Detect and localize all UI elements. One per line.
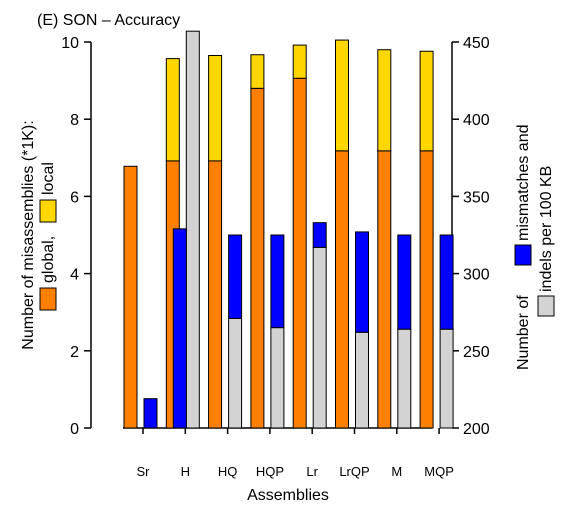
legend-label-local: local (40, 162, 57, 195)
x-tick-label-0: Sr (137, 464, 151, 479)
left-axis-label: Number of misassemblies (*1K): global, l… (20, 120, 57, 349)
bar-indels-HQP (270, 327, 285, 429)
left-tick-label-4: 8 (70, 112, 79, 129)
bar-local-H (165, 58, 180, 162)
right-tick-label-0: 200 (463, 421, 490, 438)
right-axis-label: Number of mismatches and indels per 100 … (514, 125, 555, 370)
left-tick-label-3: 6 (70, 189, 79, 206)
x-tick-label-5: LrQP (339, 464, 369, 479)
bar-indels-Lr (312, 246, 327, 429)
bar-global-HQP (250, 87, 265, 429)
x-tick-label-6: M (391, 464, 402, 479)
left-tick-label-2: 4 (70, 267, 79, 284)
bar-indels-MQP (439, 328, 454, 429)
x-tick-label-1: H (181, 464, 190, 479)
chart-title: (E) SON – Accuracy (37, 12, 180, 29)
bar-global-LrQP (335, 150, 349, 429)
bar-local-M (377, 49, 392, 152)
bar-indels-M (397, 328, 412, 429)
bar-indels-HQ (228, 317, 243, 429)
right-tick-label-2: 300 (463, 267, 490, 284)
legend-swatch-local (39, 199, 57, 223)
legend-swatch-indels (537, 295, 555, 317)
bar-mismatches-Lr (312, 222, 327, 248)
bar-local-LrQP (335, 39, 349, 152)
bar-mismatches-H (172, 228, 187, 429)
right-tick-label-1: 250 (463, 344, 490, 361)
bar-mismatches-M (397, 234, 412, 330)
x-tick-label-2: HQ (218, 464, 238, 479)
right-axis-label-line1: Number of (515, 295, 532, 370)
bar-local-HQ (208, 55, 223, 162)
x-axis-label: Assemblies (247, 487, 329, 504)
bar-local-Lr (292, 44, 307, 79)
bar-global-MQP (419, 150, 434, 429)
x-tick-label-3: HQP (256, 464, 284, 479)
left-tick-label-5: 10 (61, 35, 79, 52)
bar-mismatches-HQP (270, 234, 285, 329)
left-axis-label-line1: Number of misassemblies (*1K): (20, 120, 37, 349)
x-tick-label-7: MQP (424, 464, 454, 479)
bar-mismatches-MQP (439, 234, 454, 330)
bar-global-Sr (123, 165, 138, 429)
left-tick-label-1: 2 (70, 344, 79, 361)
right-tick-label-5: 450 (463, 35, 490, 52)
plot-area: 0 2 4 6 8 10 200 250 300 350 400 450 Sr H HQ HQP Lr LrQP M… (61, 30, 490, 479)
legend-swatch-global (39, 287, 57, 311)
x-tick-label-4: Lr (306, 464, 318, 479)
bar-local-HQP (250, 54, 265, 89)
right-tick-label-3: 350 (463, 189, 490, 206)
legend-label-mismatches: mismatches and (515, 125, 532, 242)
legend-label-global: global, (40, 236, 57, 283)
bar-mismatches-HQ (228, 234, 243, 319)
legend-label-indels: indels per 100 KB (538, 166, 555, 292)
bar-indels-H (185, 30, 200, 429)
right-tick-label-4: 400 (463, 112, 490, 129)
bar-global-Lr (292, 77, 307, 429)
bar-mismatches-LrQP (355, 231, 369, 333)
bar-mismatches-Sr (143, 398, 158, 429)
bar-local-MQP (419, 50, 434, 152)
bar-global-M (377, 150, 392, 429)
bar-global-HQ (208, 160, 223, 429)
legend-swatch-mismatches (514, 244, 532, 266)
left-tick-label-0: 0 (70, 421, 79, 438)
bar-indels-LrQP (355, 331, 369, 429)
